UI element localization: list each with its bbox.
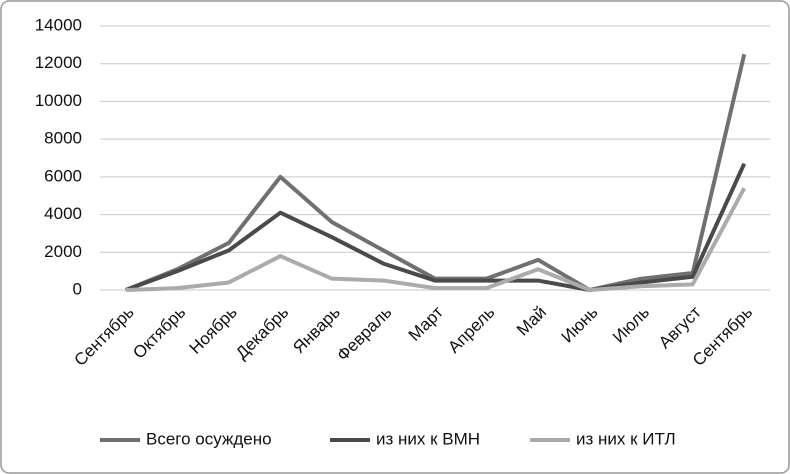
legend-label: из них к ВМН: [376, 429, 480, 448]
y-tick-label: 2000: [44, 242, 82, 261]
y-tick-label: 6000: [44, 166, 82, 185]
y-tick-label: 4000: [44, 204, 82, 223]
y-tick-label: 0: [73, 279, 82, 298]
y-tick-label: 12000: [35, 53, 82, 72]
series-line: [125, 162, 747, 292]
legend-label: Всего осуждено: [146, 429, 272, 448]
y-tick-label: 10000: [35, 91, 82, 110]
legend-label: из них к ИТЛ: [576, 429, 676, 448]
series-line: [125, 187, 746, 292]
y-tick-label: 8000: [44, 129, 82, 148]
y-tick-label: 14000: [35, 15, 82, 34]
